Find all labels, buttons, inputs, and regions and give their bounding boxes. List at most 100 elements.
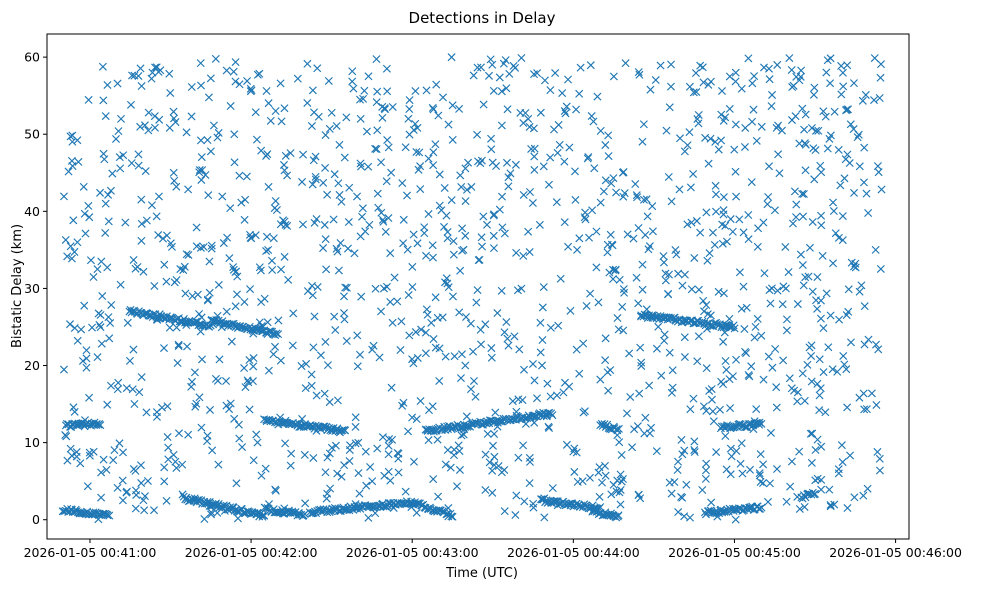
- detection-point: [403, 191, 412, 200]
- detection-point: [165, 323, 174, 332]
- detection-point: [592, 263, 601, 272]
- detection-point: [70, 407, 79, 416]
- detection-point: [721, 356, 730, 366]
- detection-point: [528, 359, 537, 368]
- detection-point: [411, 87, 420, 96]
- detection-point: [476, 325, 485, 334]
- detection-point: [348, 77, 357, 86]
- detection-point: [226, 102, 235, 111]
- detection-point: [86, 256, 95, 265]
- detection-point: [583, 154, 592, 163]
- detection-point: [699, 402, 708, 411]
- detection-point: [331, 441, 340, 450]
- detection-point: [95, 320, 104, 329]
- detection-point: [575, 89, 584, 98]
- detection-point: [478, 242, 487, 251]
- detection-point: [779, 356, 788, 365]
- detection-point: [576, 63, 585, 72]
- detection-point: [512, 407, 521, 416]
- detection-point: [765, 286, 774, 295]
- y-tick-label: 60: [24, 50, 40, 65]
- detection-point: [536, 108, 545, 117]
- detection-point: [209, 121, 218, 130]
- detection-point: [680, 446, 689, 455]
- detection-point: [456, 374, 465, 383]
- detection-point: [66, 444, 75, 453]
- detection-point: [253, 70, 262, 79]
- detection-point: [309, 453, 318, 462]
- detection-point: [264, 182, 273, 191]
- detection-point: [867, 389, 876, 398]
- detection-point: [781, 242, 790, 251]
- detection-point: [281, 151, 290, 160]
- detection-point: [344, 218, 353, 227]
- detection-point: [796, 250, 805, 259]
- detection-point: [398, 179, 407, 188]
- detection-point: [104, 217, 113, 226]
- detection-point: [809, 90, 818, 99]
- detection-point: [325, 398, 334, 407]
- detection-point: [806, 429, 815, 438]
- detection-point: [603, 248, 612, 257]
- detection-point: [320, 389, 329, 398]
- detection-point: [556, 274, 565, 283]
- detection-point: [322, 494, 331, 503]
- detection-point: [770, 206, 779, 215]
- detection-point: [525, 457, 535, 466]
- detection-point: [654, 322, 663, 331]
- detection-point: [115, 153, 124, 162]
- detection-point: [757, 331, 766, 340]
- detection-point: [320, 220, 329, 229]
- detection-point: [378, 433, 387, 442]
- detection-point: [849, 262, 858, 271]
- detection-point: [373, 189, 382, 198]
- detection-point: [683, 141, 692, 150]
- detection-point: [664, 290, 673, 299]
- detection-point: [680, 147, 689, 156]
- detection-point: [449, 237, 458, 246]
- detection-point: [726, 404, 735, 413]
- detection-point: [508, 397, 517, 406]
- detection-point: [323, 361, 332, 370]
- detection-point: [774, 121, 783, 130]
- detection-point: [501, 56, 510, 65]
- detection-point: [243, 76, 252, 85]
- detection-point: [331, 326, 340, 335]
- detection-point: [616, 485, 625, 494]
- detection-point: [411, 328, 420, 337]
- detection-point: [814, 126, 823, 135]
- detection-point: [601, 176, 610, 185]
- detection-point: [487, 145, 496, 154]
- detection-point: [595, 463, 604, 472]
- detection-point: [127, 159, 136, 168]
- detection-point: [638, 260, 647, 269]
- detection-point: [440, 278, 449, 287]
- detection-point: [785, 54, 794, 63]
- detection-point: [487, 134, 496, 143]
- detection-point: [793, 300, 802, 309]
- detection-point: [160, 477, 169, 486]
- detection-point: [243, 376, 252, 385]
- detection-point: [61, 431, 70, 440]
- detection-point: [405, 331, 414, 340]
- detection-point: [565, 143, 574, 152]
- detection-point: [83, 482, 92, 491]
- detection-point: [527, 144, 536, 153]
- detection-point: [59, 192, 68, 201]
- detection-point: [335, 140, 344, 149]
- detection-point: [609, 512, 618, 521]
- detection-point: [551, 69, 560, 78]
- detection-point: [719, 193, 728, 202]
- detection-point: [728, 372, 737, 381]
- detection-point: [192, 223, 201, 232]
- detection-point: [488, 60, 497, 69]
- detection-point: [614, 424, 623, 433]
- detection-point: [498, 223, 507, 232]
- detection-point: [264, 99, 273, 108]
- detection-point: [204, 191, 213, 200]
- detection-point: [342, 337, 351, 346]
- detection-point: [235, 171, 244, 180]
- detection-point: [321, 163, 330, 172]
- detection-point: [667, 489, 676, 498]
- detection-point: [313, 282, 322, 291]
